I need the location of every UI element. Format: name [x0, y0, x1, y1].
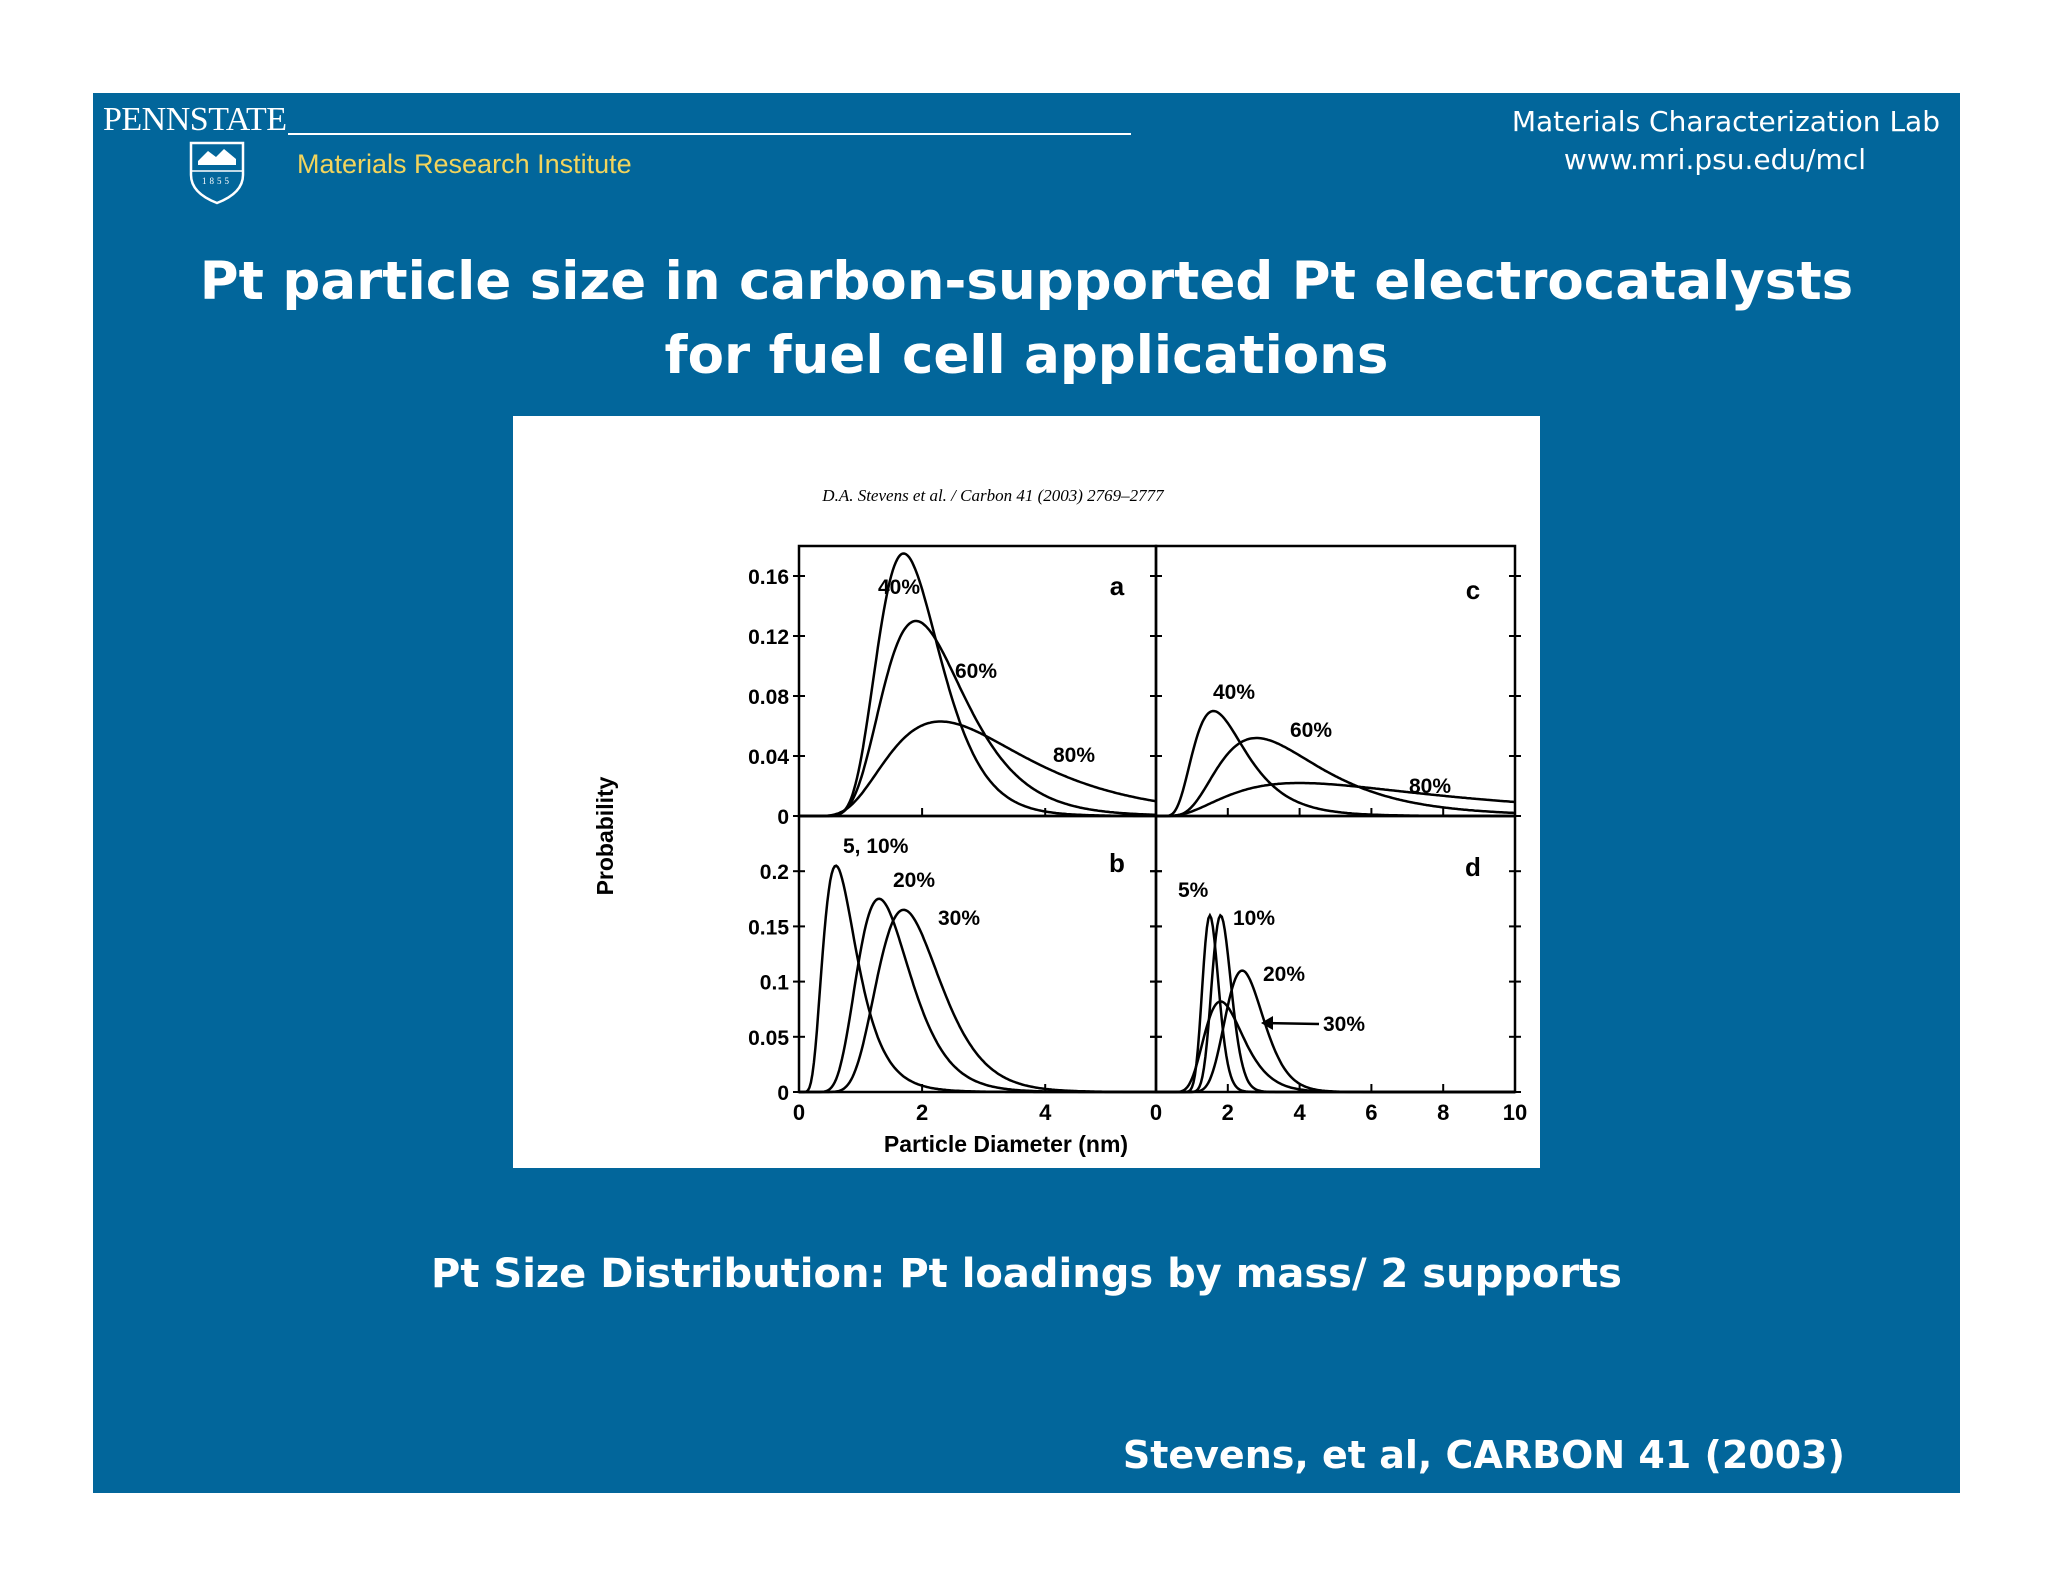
series-line-b-2 — [799, 908, 1156, 1094]
annotation-arrowhead — [1261, 1016, 1273, 1030]
lab-url[interactable]: www.mri.psu.edu/mcl — [1563, 143, 1866, 176]
y-tick-label: 0.15 — [748, 916, 789, 939]
citation: Stevens, et al, CARBON 41 (2003) — [1122, 1433, 1845, 1477]
series-label: 10% — [1233, 907, 1275, 930]
series-label: 5% — [1178, 879, 1209, 902]
series-label: 30% — [938, 907, 980, 930]
series-line-d-1 — [1156, 913, 1515, 1094]
series-line-c-0 — [1156, 709, 1515, 818]
y-tick-label: 0.05 — [748, 1027, 789, 1050]
y-tick-label: 0.04 — [748, 746, 789, 769]
series-line-d-3 — [1156, 1000, 1515, 1094]
panel-letter: d — [1465, 852, 1481, 882]
series-label: 60% — [1290, 719, 1332, 742]
title-line-2: for fuel cell applications — [664, 325, 1389, 386]
distribution-chart: D.A. Stevens et al. / Carbon 41 (2003) 2… — [592, 486, 1527, 1157]
panel-frame-d — [1154, 814, 1517, 1094]
panel-letter: c — [1466, 575, 1480, 605]
series-label: 60% — [955, 660, 997, 683]
lab-name: Materials Characterization Lab — [1511, 105, 1940, 138]
y-tick-label: 0.1 — [760, 972, 790, 995]
series-label: 20% — [893, 869, 935, 892]
y-tick-label: 0 — [777, 1082, 789, 1105]
institute-name: Materials Research Institute — [297, 149, 632, 179]
x-tick-label: 2 — [1222, 1100, 1234, 1125]
x-tick-label: 8 — [1437, 1100, 1449, 1125]
series-line-a-1 — [799, 619, 1157, 818]
series-line-b-0 — [799, 864, 1156, 1094]
annotation-arrow — [1264, 1021, 1320, 1026]
figure-header: D.A. Stevens et al. / Carbon 41 (2003) 2… — [821, 486, 1165, 505]
y-tick-label: 0.08 — [748, 686, 789, 709]
x-tick-label: 0 — [1150, 1100, 1162, 1125]
series-label: 80% — [1053, 744, 1095, 767]
series-line-a-0 — [799, 552, 1156, 818]
x-tick-label: 2 — [916, 1100, 928, 1125]
series-line-a-2 — [799, 720, 1157, 818]
series-label: 80% — [1409, 775, 1451, 798]
slide-title: Pt particle size in carbon-supported Pt … — [93, 245, 1960, 393]
panel-letter: a — [1110, 571, 1125, 601]
x-tick-label: 6 — [1365, 1100, 1377, 1125]
y-tick-label: 0.2 — [760, 861, 789, 884]
header-rule — [288, 133, 1131, 135]
shield-icon: 1855 — [189, 141, 245, 205]
pennstate-logo: PENNSTATE — [103, 101, 287, 138]
series-line-c-2 — [1156, 781, 1516, 818]
shield-year: 1855 — [202, 176, 232, 186]
series-label: 40% — [1213, 681, 1255, 704]
y-tick-label: 0 — [777, 806, 789, 829]
x-tick-label: 4 — [1039, 1100, 1052, 1125]
series-line-c-1 — [1156, 736, 1515, 818]
x-axis-label: Particle Diameter (nm) — [884, 1131, 1128, 1157]
series-label: 5, 10% — [843, 835, 909, 858]
panel-letter: b — [1109, 848, 1125, 878]
y-axis-label: Probability — [592, 776, 618, 895]
figure-panel: D.A. Stevens et al. / Carbon 41 (2003) 2… — [513, 416, 1540, 1168]
series-label: 20% — [1263, 963, 1305, 986]
y-tick-label: 0.12 — [748, 626, 789, 649]
series-label: 30% — [1323, 1013, 1365, 1036]
y-tick-label: 0.16 — [748, 566, 789, 589]
figure-caption: Pt Size Distribution: Pt loadings by mas… — [431, 1251, 1622, 1297]
title-line-1: Pt particle size in carbon-supported Pt … — [199, 251, 1854, 312]
series-label: 40% — [878, 576, 920, 599]
x-tick-label: 10 — [1503, 1100, 1527, 1125]
slide: PENNSTATE 1855 Materials Research Instit… — [93, 93, 1960, 1493]
x-tick-label: 0 — [793, 1100, 805, 1125]
x-tick-label: 4 — [1293, 1100, 1306, 1125]
